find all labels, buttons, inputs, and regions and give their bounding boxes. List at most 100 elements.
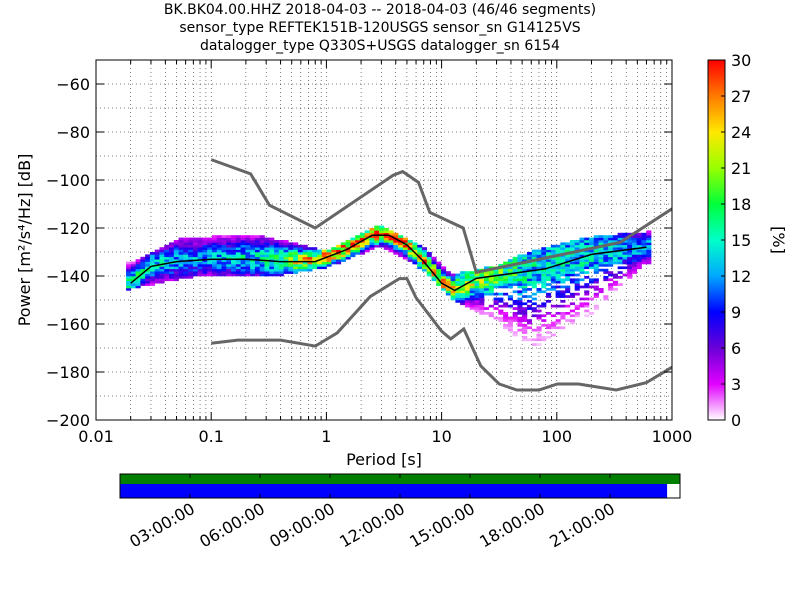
- density-cell: [164, 271, 170, 274]
- density-cell: [426, 256, 432, 260]
- density-cell: [550, 271, 556, 274]
- density-cell: [178, 252, 184, 255]
- density-cell: [231, 247, 237, 250]
- density-cell: [254, 266, 260, 270]
- density-cell: [546, 254, 552, 258]
- density-cell: [340, 256, 346, 260]
- density-cell: [522, 295, 528, 298]
- density-cell: [636, 240, 642, 243]
- density-cell: [560, 278, 566, 282]
- density-cell: [517, 316, 523, 320]
- density-cell: [598, 261, 604, 265]
- density-cell: [345, 240, 351, 243]
- density-cell: [493, 268, 499, 272]
- density-cell: [631, 235, 638, 238]
- density-cell: [526, 319, 533, 322]
- density-cell: [207, 259, 213, 262]
- density-cell: [498, 278, 504, 282]
- density-cell: [531, 261, 537, 265]
- density-cell: [207, 256, 213, 260]
- density-cell: [627, 254, 633, 258]
- density-cell: [235, 271, 241, 274]
- density-cell: [297, 244, 303, 248]
- density-cell: [584, 252, 590, 255]
- density-cell: [550, 268, 556, 272]
- density-cell: [569, 266, 575, 270]
- density-cell: [226, 240, 232, 243]
- density-cell: [484, 271, 490, 274]
- density-cell: [379, 235, 385, 238]
- density-cell: [531, 297, 537, 301]
- density-cell: [488, 288, 494, 291]
- density-cell: [579, 264, 585, 267]
- density-cell: [331, 261, 337, 265]
- density-cell: [278, 240, 284, 243]
- density-cell: [331, 254, 337, 258]
- density-cell: [178, 254, 184, 258]
- density-cell: [579, 278, 585, 282]
- density-cell: [598, 288, 604, 291]
- density-cell: [250, 259, 256, 262]
- density-cell: [398, 247, 404, 250]
- density-cell: [197, 237, 203, 241]
- density-cell: [388, 230, 394, 234]
- density-cell: [259, 237, 265, 241]
- density-cell: [560, 300, 566, 303]
- density-cell: [441, 278, 447, 282]
- density-cell: [555, 249, 561, 253]
- density-cell: [608, 283, 614, 286]
- density-cell: [517, 321, 523, 325]
- density-cell: [130, 280, 136, 284]
- density-cell: [231, 235, 237, 238]
- density-cell: [517, 307, 523, 310]
- density-cell: [546, 283, 552, 286]
- density-cell: [188, 240, 194, 243]
- density-cell: [608, 247, 614, 250]
- density-cell: [145, 259, 151, 262]
- coverage-tick-label: 03:00:00: [126, 499, 198, 551]
- density-cell: [159, 254, 165, 258]
- density-cell: [188, 249, 194, 253]
- density-cell: [130, 273, 136, 277]
- density-cell: [164, 254, 170, 258]
- density-cell: [503, 326, 509, 330]
- density-cell: [512, 276, 518, 279]
- density-cell: [526, 271, 533, 274]
- density-cell: [421, 249, 428, 253]
- density-cell: [522, 278, 528, 282]
- density-cell: [173, 242, 179, 246]
- density-cell: [178, 268, 184, 272]
- y-tick-label: −140: [46, 267, 90, 286]
- density-cell: [569, 321, 575, 325]
- density-cell: [507, 278, 513, 282]
- density-cell: [426, 271, 432, 274]
- density-cell: [369, 232, 375, 236]
- density-cell: [369, 244, 375, 248]
- density-cell: [584, 256, 590, 260]
- density-cell: [541, 261, 547, 265]
- density-cell: [183, 273, 189, 277]
- density-cell: [546, 259, 552, 262]
- density-cell: [555, 271, 561, 274]
- density-cell: [197, 256, 203, 260]
- density-cell: [522, 336, 528, 339]
- density-cell: [126, 276, 132, 279]
- density-cell: [479, 283, 485, 286]
- density-cell: [507, 261, 513, 265]
- density-cell: [617, 259, 623, 262]
- density-cell: [589, 256, 595, 260]
- density-cell: [293, 242, 299, 246]
- density-cell: [541, 285, 547, 289]
- density-cell: [493, 297, 499, 301]
- density-cell: [169, 276, 175, 279]
- density-cell: [264, 254, 270, 258]
- density-cell: [269, 247, 275, 250]
- density-cell: [507, 283, 513, 286]
- density-cell: [216, 249, 222, 253]
- density-cell: [493, 300, 499, 303]
- density-cell: [154, 249, 160, 253]
- density-cell: [173, 273, 179, 277]
- density-cell: [283, 256, 289, 260]
- density-cell: [202, 244, 208, 248]
- density-cell: [550, 276, 556, 279]
